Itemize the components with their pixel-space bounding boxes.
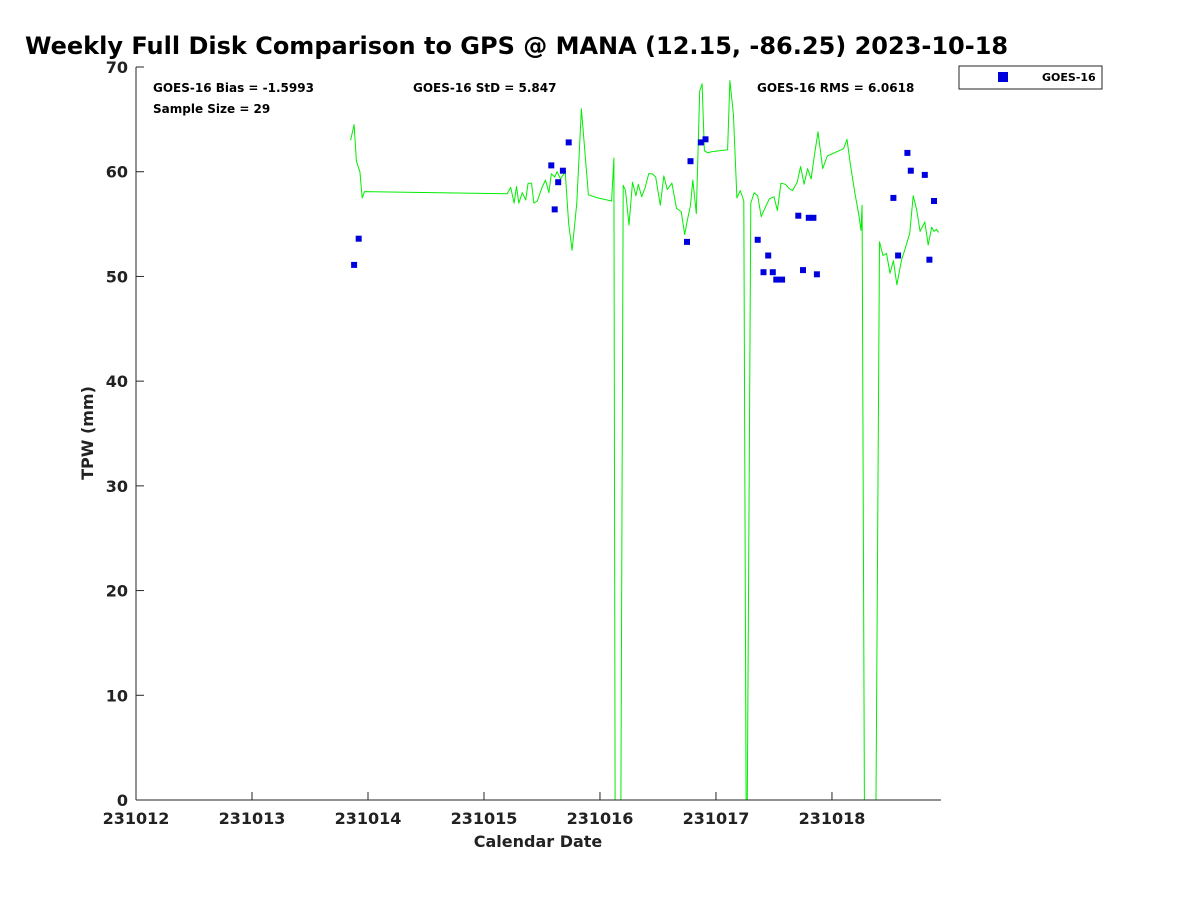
goes16-point	[687, 158, 694, 165]
legend-label-goes16: GOES-16	[1042, 71, 1096, 84]
legend: GOES-16	[958, 65, 1103, 90]
y-tick-label: 40	[106, 372, 128, 391]
goes16-point	[760, 269, 767, 276]
legend-marker-goes16	[998, 72, 1008, 82]
bias-stat: GOES-16 Bias = -1.5993	[153, 81, 314, 95]
y-tick-label: 10	[106, 686, 128, 705]
goes16-point	[769, 269, 776, 276]
goes16-point	[813, 271, 820, 278]
goes16-point	[555, 179, 562, 186]
y-axis-ticks: 0 10 20 30 40 50 60 70	[106, 58, 144, 810]
goes16-point	[773, 276, 780, 283]
goes16-point	[551, 206, 558, 213]
gps-tpw-line	[350, 80, 940, 801]
stats-annotations: GOES-16 Bias = -1.5993 Sample Size = 29 …	[153, 81, 914, 116]
goes16-point	[890, 194, 897, 201]
chart-title: Weekly Full Disk Comparison to GPS @ MAN…	[25, 32, 1008, 60]
goes16-point	[810, 214, 817, 221]
y-tick-label: 30	[106, 477, 128, 496]
goes16-point	[795, 212, 802, 219]
x-tick-label: 231014	[335, 809, 402, 828]
x-axis-label: Calendar Date	[474, 832, 603, 851]
goes16-point	[805, 214, 812, 221]
plot-area-frame	[136, 67, 941, 800]
y-tick-label: 60	[106, 163, 128, 182]
goes16-point	[800, 267, 806, 274]
goes16-point	[921, 171, 928, 178]
x-tick-label: 231012	[103, 809, 170, 828]
x-tick-label: 231017	[683, 809, 750, 828]
goes16-point	[548, 162, 555, 169]
y-axis-label: TPW (mm)	[78, 386, 97, 480]
goes16-point	[765, 252, 772, 259]
std-stat: GOES-16 StD = 5.847	[413, 81, 556, 95]
goes16-point	[355, 235, 362, 242]
goes16-point	[895, 252, 902, 259]
y-tick-label: 50	[106, 267, 128, 286]
goes16-point	[559, 167, 566, 174]
series-layer	[350, 80, 940, 801]
goes16-point	[904, 149, 911, 156]
goes16-point	[702, 136, 709, 143]
goes16-point	[926, 256, 933, 263]
goes16-point	[754, 236, 761, 243]
rms-stat: GOES-16 RMS = 6.0618	[757, 81, 914, 95]
x-tick-label: 231015	[451, 809, 518, 828]
x-tick-label: 231013	[219, 809, 286, 828]
goes16-point	[351, 261, 358, 268]
y-tick-label: 0	[117, 791, 128, 810]
goes16-point	[697, 139, 704, 146]
goes16-point	[907, 167, 914, 174]
y-tick-label: 70	[106, 58, 128, 77]
x-axis-ticks: 231012 231013 231014 231015 231016 231017 2310…	[103, 792, 866, 828]
x-tick-label: 231018	[799, 809, 866, 828]
x-tick-label: 231016	[567, 809, 634, 828]
goes16-point	[931, 198, 937, 204]
sample-size-stat: Sample Size = 29	[153, 102, 270, 116]
goes16-point	[684, 238, 690, 245]
goes16-point	[779, 276, 786, 283]
goes16-point	[565, 139, 572, 146]
y-tick-label: 20	[106, 582, 128, 601]
legend-box	[958, 65, 1103, 90]
